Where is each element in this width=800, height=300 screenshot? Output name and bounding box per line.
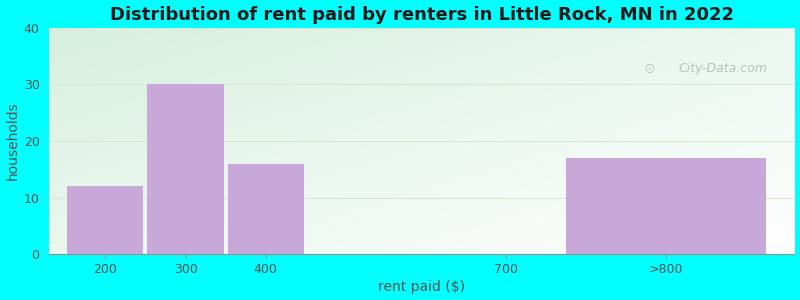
Bar xyxy=(566,158,766,254)
Y-axis label: households: households xyxy=(6,102,19,180)
Bar xyxy=(67,186,143,254)
X-axis label: rent paid ($): rent paid ($) xyxy=(378,280,466,294)
Bar xyxy=(147,85,223,254)
Text: ⊙: ⊙ xyxy=(643,61,655,76)
Text: City-Data.com: City-Data.com xyxy=(679,62,768,75)
Bar xyxy=(227,164,304,254)
Title: Distribution of rent paid by renters in Little Rock, MN in 2022: Distribution of rent paid by renters in … xyxy=(110,6,734,24)
